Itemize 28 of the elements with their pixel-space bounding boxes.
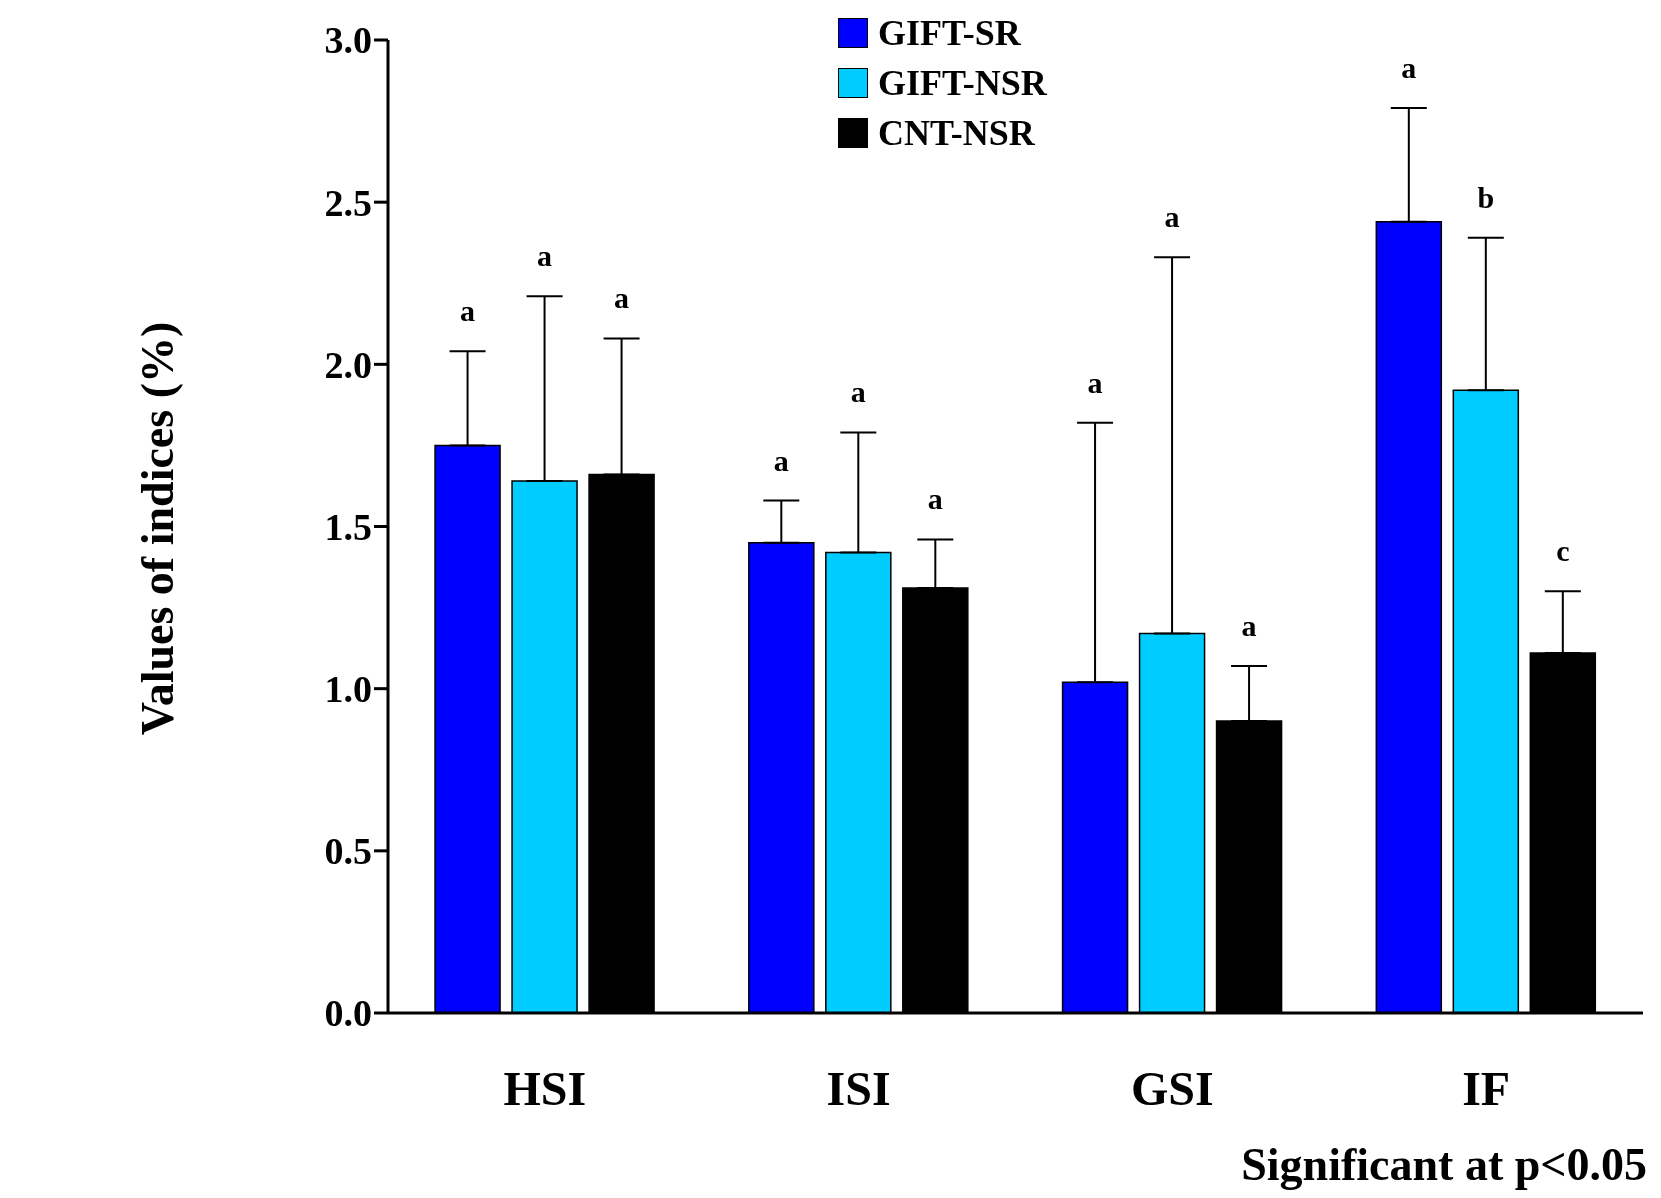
y-axis-title: Values of indices (%) xyxy=(131,321,185,735)
annotation: a xyxy=(460,294,476,328)
legend-label: CNT-NSR xyxy=(878,112,1035,154)
text: Significant at p<0.05 xyxy=(1240,1138,1648,1191)
x-tick-label: GSI xyxy=(1131,1062,1214,1116)
y-tick-label: 1.0 xyxy=(324,668,372,711)
annotation: a xyxy=(614,281,630,315)
x-tick-label: HSI xyxy=(503,1062,587,1116)
y-tick-label: 2.0 xyxy=(324,343,372,386)
annotation: b xyxy=(1477,180,1495,214)
x-tick-label: IF xyxy=(1462,1062,1511,1116)
annotation: a xyxy=(773,443,789,477)
annotation: a xyxy=(927,482,943,516)
y-tick-label: 3.0 xyxy=(324,19,372,62)
annotation: a xyxy=(537,239,553,273)
y-tick-label: 0.5 xyxy=(324,830,372,873)
annotation: c xyxy=(1556,534,1570,568)
annotation: a xyxy=(1401,51,1417,85)
legend-label: GIFT-NSR xyxy=(878,62,1047,104)
annotation: a xyxy=(1241,608,1257,642)
annotation: a xyxy=(1164,200,1180,234)
annotation: a xyxy=(1087,365,1103,399)
x-tick-label: ISI xyxy=(826,1062,891,1116)
y-tick-label: 2.5 xyxy=(324,181,372,224)
y-tick-label: 0.0 xyxy=(324,992,372,1035)
y-tick-label: 1.5 xyxy=(324,505,372,548)
legend-label: GIFT-SR xyxy=(878,12,1021,54)
annotation: a xyxy=(850,375,866,409)
